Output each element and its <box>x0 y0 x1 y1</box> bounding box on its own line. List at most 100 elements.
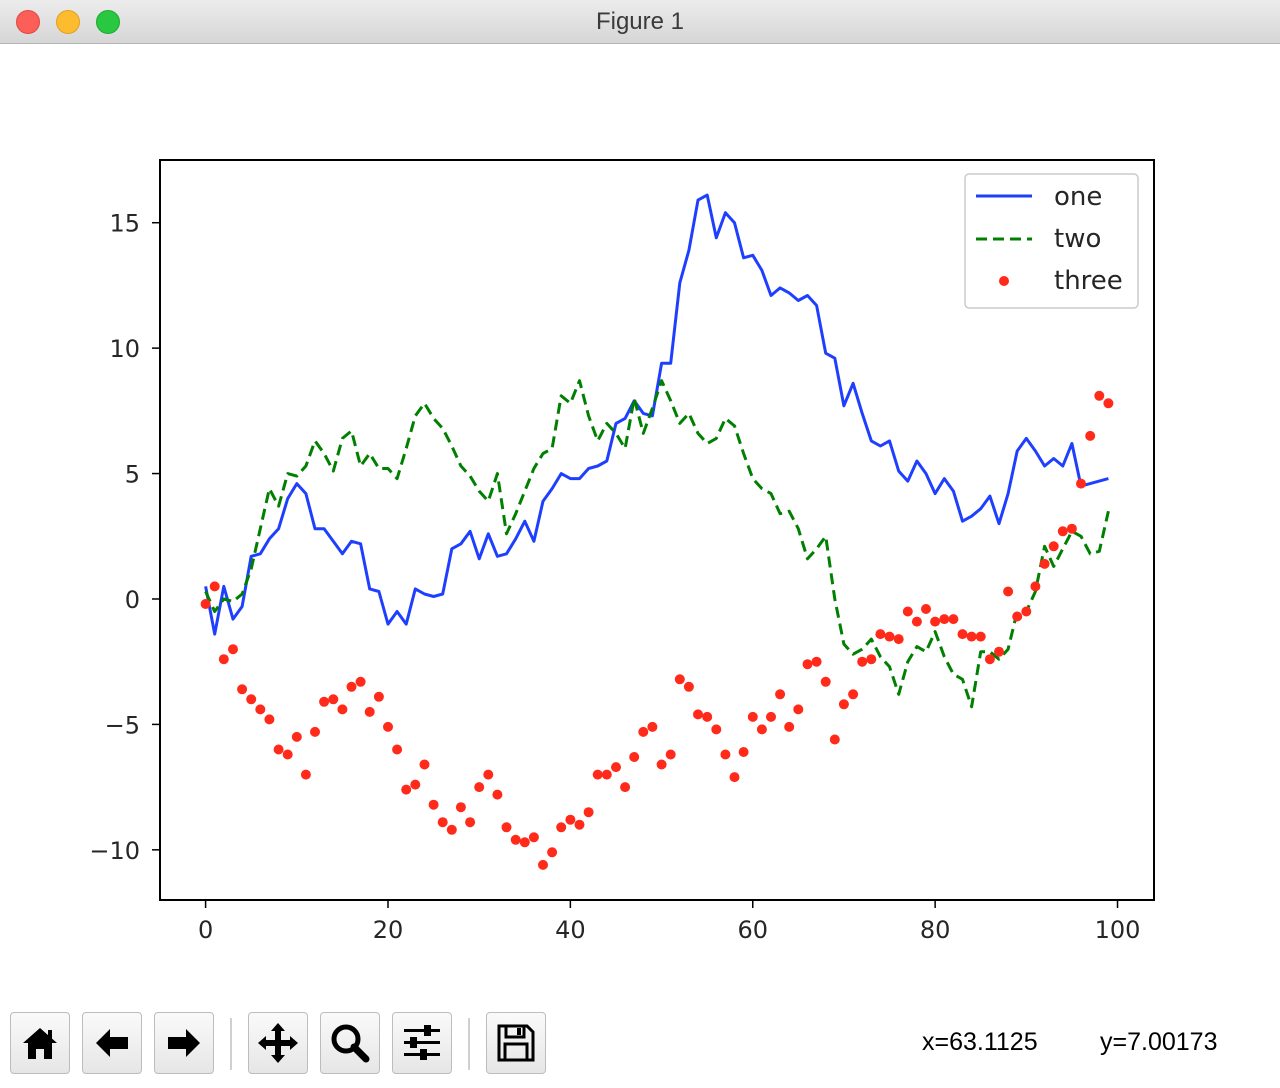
series-three-point <box>282 749 293 760</box>
series-three-point <box>911 616 922 627</box>
home-icon <box>23 1028 57 1059</box>
series-three-point <box>948 614 959 625</box>
series-three-point <box>328 694 339 705</box>
series-three-point <box>802 659 813 670</box>
series-three-point <box>766 711 776 722</box>
zoom-button[interactable] <box>320 1012 380 1074</box>
series-three-point <box>775 689 786 700</box>
figure-canvas[interactable]: 0 20 40 60 80 100 −10 −5 0 5 10 15 one two three <box>0 44 1280 1008</box>
y-tick-label: 0 <box>125 586 140 614</box>
series-three-point <box>1003 586 1014 597</box>
series-three-point <box>291 731 302 742</box>
series-three-point <box>538 859 548 870</box>
series-three-point <box>966 631 977 642</box>
zoom-window-button[interactable] <box>96 10 120 34</box>
series-three-point <box>893 634 904 645</box>
series-three-point <box>310 726 320 737</box>
series-three-point <box>510 834 521 845</box>
legend-swatch-three <box>999 276 1009 286</box>
series-three-point <box>838 699 849 710</box>
series-three-point <box>446 824 457 835</box>
series-three-point <box>957 629 968 640</box>
series-three-point <box>592 769 603 780</box>
x-tick-label: 40 <box>555 916 586 944</box>
arrow-left-icon <box>96 1029 128 1057</box>
home-button[interactable] <box>10 1012 70 1074</box>
series-three-point <box>875 629 886 640</box>
series-three-point <box>419 759 430 770</box>
axes-frame <box>159 159 1155 901</box>
series-three-point <box>665 749 676 760</box>
y-coordinate-readout: y=7.00173 <box>1100 1028 1218 1056</box>
save-button[interactable] <box>486 1012 546 1074</box>
series-three-point <box>255 704 266 715</box>
forward-button[interactable] <box>154 1012 214 1074</box>
series-three-point <box>492 789 503 800</box>
series-three-point <box>355 676 366 687</box>
series-three-point <box>401 784 412 795</box>
series-three-point <box>693 709 703 720</box>
series-three-point <box>583 807 594 818</box>
configure-subplots-button[interactable] <box>392 1012 452 1074</box>
series-three-point <box>373 691 384 702</box>
series-three-point <box>346 681 357 692</box>
series-three-point <box>820 676 831 687</box>
y-tick-label: 5 <box>125 461 140 489</box>
series-three-point <box>884 631 895 642</box>
y-tick-label: 15 <box>109 210 140 238</box>
series-three-point <box>939 614 950 625</box>
series-three-point <box>738 747 749 757</box>
series-three-point <box>1103 398 1114 409</box>
y-tick-label: 10 <box>109 335 140 363</box>
series-three-point <box>1021 606 1032 617</box>
series-three-point <box>848 689 859 700</box>
series-three-point <box>711 724 722 735</box>
series-three-point <box>1076 478 1086 489</box>
series-three-point <box>519 837 530 848</box>
series-three-point <box>1039 558 1050 569</box>
legend-label-three: three <box>1054 266 1123 296</box>
x-tick-label: 100 <box>1095 916 1141 944</box>
series-three-point <box>829 734 840 745</box>
close-window-button[interactable] <box>16 10 40 34</box>
minimize-window-button[interactable] <box>56 10 80 34</box>
y-axis: −10 −5 0 5 10 15 <box>89 210 160 865</box>
window-titlebar: Figure 1 <box>0 0 1280 44</box>
series-three-point <box>729 772 740 783</box>
series-three-point <box>264 714 275 725</box>
series-three-point <box>629 752 640 762</box>
series-three-point <box>565 814 576 825</box>
series-three-point <box>383 721 393 732</box>
series-three-point <box>574 819 585 830</box>
series-three-point <box>392 744 403 755</box>
series-three-point <box>465 817 476 828</box>
x-tick-label: 80 <box>920 916 951 944</box>
series-three-point <box>483 769 494 780</box>
series-three-point <box>756 724 767 735</box>
series-three-point <box>1066 523 1077 534</box>
series-three-point <box>437 817 448 828</box>
legend: one two three <box>964 173 1139 309</box>
series-three-point <box>428 799 439 810</box>
series-three-point <box>455 802 466 813</box>
series-three-point <box>857 656 868 667</box>
toolbar-separator <box>468 1018 470 1070</box>
pan-button[interactable] <box>248 1012 308 1074</box>
series-three-point <box>228 644 238 655</box>
series-three-point <box>1057 526 1068 537</box>
series-three-point <box>218 654 229 665</box>
series-three-point <box>364 706 375 717</box>
series-three-point <box>246 694 257 705</box>
x-tick-label: 0 <box>198 916 213 944</box>
series-three-point <box>1012 611 1023 622</box>
legend-label-one: one <box>1054 182 1102 212</box>
series-three-point <box>647 721 658 732</box>
arrow-right-icon <box>168 1029 200 1057</box>
back-button[interactable] <box>82 1012 142 1074</box>
series-three-point <box>1048 541 1059 552</box>
x-tick-label: 20 <box>373 916 404 944</box>
series-three-point <box>200 599 211 609</box>
series-three-point <box>319 696 330 707</box>
series-three-point <box>784 721 795 732</box>
series-three-point <box>793 704 804 715</box>
